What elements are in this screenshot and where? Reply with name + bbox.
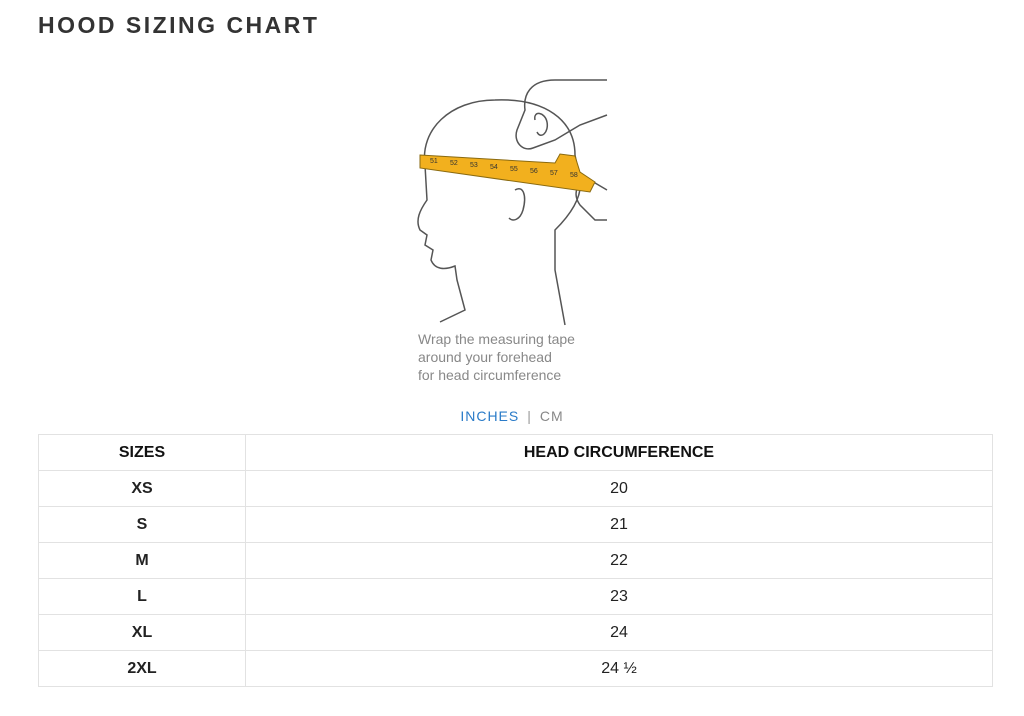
- table-row: XL 24: [38, 614, 993, 651]
- size-label: M: [38, 542, 246, 579]
- head-circumference: 24: [245, 614, 993, 651]
- table-row: M 22: [38, 542, 993, 579]
- head-circumference: 23: [245, 578, 993, 615]
- table-row: S 21: [38, 506, 993, 543]
- head-circumference: 22: [245, 542, 993, 579]
- tape-mark: 55: [510, 166, 518, 173]
- size-label: 2XL: [38, 650, 246, 687]
- head-illustration: 51 52 53 54 55 56 57 58: [417, 79, 608, 326]
- size-table: SIZES HEAD CIRCUMFERENCE XS 20 S 21 M 22 L 23 XL…: [38, 434, 993, 687]
- unit-tab[interactable]: INCHES: [460, 408, 520, 424]
- unit-tabs: INCHES | CM: [0, 408, 1024, 424]
- caption-line: for head circumference: [418, 367, 562, 383]
- page-title: HOOD SIZING CHART: [38, 12, 320, 38]
- column-header: SIZES: [38, 434, 246, 471]
- column-header: HEAD CIRCUMFERENCE: [245, 434, 993, 471]
- tape-mark: 52: [450, 160, 458, 167]
- table-row: 2XL 24 ½: [38, 650, 993, 687]
- tab-separator: |: [527, 408, 532, 424]
- size-label: L: [38, 578, 246, 615]
- table-row: XS 20: [38, 470, 993, 507]
- tape-mark: 56: [530, 168, 538, 175]
- caption-line: around your forehead: [418, 349, 552, 365]
- unit-tab[interactable]: CM: [539, 408, 564, 424]
- caption-line: Wrap the measuring tape: [418, 331, 575, 347]
- size-label: XL: [38, 614, 246, 651]
- header-row: SIZES HEAD CIRCUMFERENCE: [38, 434, 993, 471]
- illustration-caption: Wrap the measuring tape around your foreh…: [418, 330, 575, 384]
- table-row: L 23: [38, 578, 993, 615]
- tape-mark: 57: [550, 170, 558, 177]
- tape-mark: 53: [470, 162, 478, 169]
- tape-mark: 54: [490, 164, 498, 171]
- tape-mark: 58: [570, 172, 578, 179]
- size-label: S: [38, 506, 246, 543]
- head-circumference: 20: [245, 470, 993, 507]
- tape-mark: 51: [430, 158, 438, 165]
- head-circumference: 21: [245, 506, 993, 543]
- size-label: XS: [38, 470, 246, 507]
- head-circumference: 24 ½: [245, 650, 993, 687]
